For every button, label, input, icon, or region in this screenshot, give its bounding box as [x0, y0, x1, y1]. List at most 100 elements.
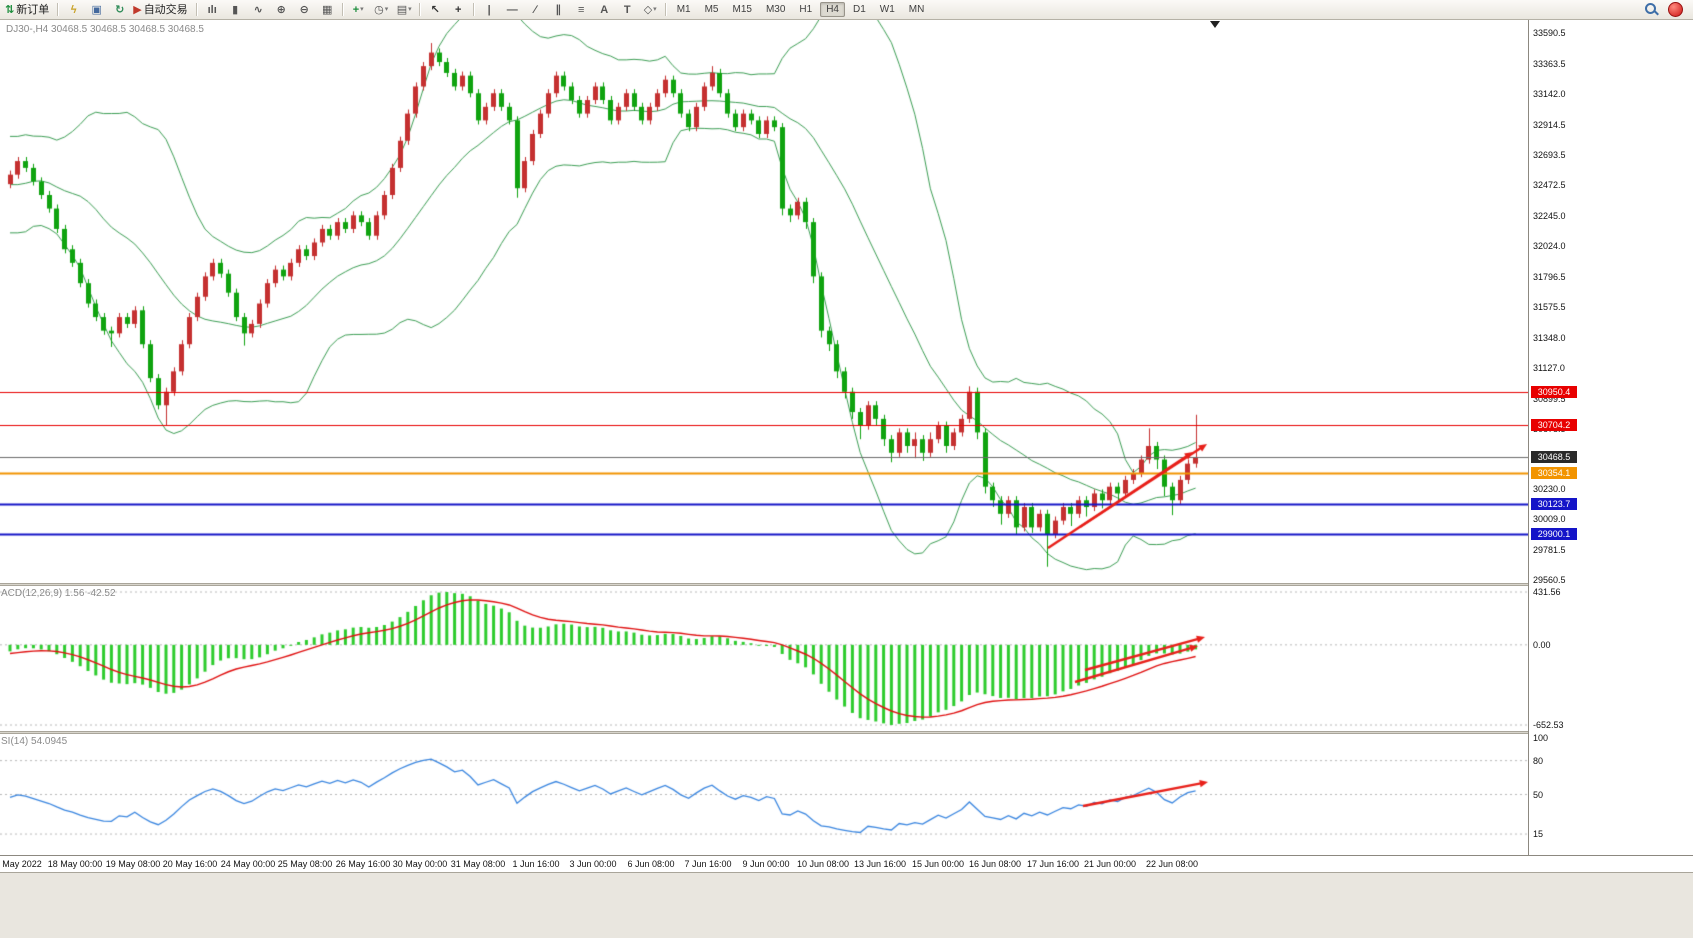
date-tick: 21 Jun 00:00 — [1083, 859, 1137, 869]
timeframe-d1[interactable]: D1 — [853, 4, 866, 15]
trendline-icon[interactable]: ∕ — [524, 2, 547, 18]
macd-tick: 0.00 — [1533, 639, 1551, 650]
rsi-panel: SI(14) 54.0945 — [0, 734, 1528, 855]
charts-group-icon[interactable]: ϟ — [62, 2, 85, 18]
fibonacci-icon[interactable]: ≡ — [570, 2, 593, 18]
main-chart-panel: DJ30-,H4 30468.5 30468.5 30468.5 30468.5 — [0, 20, 1528, 583]
macd-indicator-label: ACD(12,26,9) 1.56 -42.52 — [1, 588, 116, 599]
date-tick: May 2022 — [2, 859, 42, 869]
timeframe-m5[interactable]: M5 — [704, 4, 719, 15]
rsi-tick: 15 — [1533, 829, 1544, 840]
price-tick: 29781.5 — [1533, 545, 1566, 556]
chart-shift-marker[interactable] — [1210, 21, 1220, 28]
templates-icon[interactable]: ▤ ▾ — [393, 2, 416, 18]
price-tick: 32024.0 — [1533, 241, 1566, 251]
price-tick: 33590.5 — [1533, 28, 1566, 39]
date-tick: 10 Jun 08:00 — [796, 859, 850, 869]
chart-window: DJ30-,H4 30468.5 30468.5 30468.5 30468.5… — [0, 20, 1693, 872]
autotrading-button-label: 自动交易 — [143, 3, 188, 16]
price-tick: 32245.0 — [1533, 211, 1566, 222]
price-axis[interactable]: 33590.5 33363.5 33142.0 32914.5 32693.5 32472… — [1528, 20, 1693, 855]
main-chart-canvas[interactable] — [0, 20, 1528, 583]
tile-windows-icon[interactable]: ▦ — [316, 2, 339, 18]
crosshair-icon: + — [454, 3, 462, 16]
timeframe-h4[interactable]: H4 — [820, 2, 845, 17]
panel-splitter-2[interactable] — [0, 731, 1693, 734]
candlestick-chart-icon[interactable]: ▮ — [224, 2, 247, 18]
dropdown-caret-icon: ▾ — [360, 5, 364, 13]
line-chart-icon[interactable]: ∿ — [247, 2, 270, 18]
time-axis[interactable]: May 2022 18 May 00:00 19 May 08:00 20 May 1… — [0, 855, 1693, 872]
timeframe-m1[interactable]: M1 — [676, 4, 691, 15]
periods-icon[interactable]: ◷ ▾ — [370, 2, 393, 18]
zoom-in-icon: ⊕ — [276, 3, 286, 16]
price-tick: 29560.5 — [1533, 575, 1566, 586]
crosshair-icon[interactable]: + — [447, 2, 470, 18]
date-tick: 3 Jun 00:00 — [569, 859, 617, 869]
search-icon[interactable] — [1644, 2, 1659, 17]
support-line-30123: 30123.7 — [1531, 497, 1577, 510]
new-chart-icon[interactable]: ▣ — [85, 2, 108, 18]
rsi-tick: 80 — [1533, 755, 1544, 766]
date-tick: 6 Jun 08:00 — [627, 859, 675, 869]
timeframe-m15[interactable]: M15 — [732, 4, 752, 15]
new-order-button-label: 新订单 — [16, 3, 50, 16]
support-line-30354: 30354.1 — [1531, 466, 1577, 479]
panel-splitter-1[interactable] — [0, 583, 1693, 586]
indicators-icon[interactable]: + ▾ — [347, 2, 370, 18]
refresh-icon[interactable]: ↻ — [108, 2, 131, 18]
date-tick: 24 May 00:00 — [220, 859, 276, 869]
text-label-icon[interactable]: T — [616, 2, 639, 18]
current-price-label: 30468.5 — [1531, 451, 1577, 464]
horizontal-line-icon[interactable]: — — [501, 2, 524, 18]
rsi-tick: 50 — [1533, 789, 1544, 800]
dropdown-caret-icon: ▾ — [384, 5, 389, 13]
text-icon[interactable]: A — [593, 2, 616, 18]
vertical-line-icon[interactable]: | — [478, 2, 501, 18]
notification-icon[interactable] — [1668, 2, 1683, 17]
rsi-tick: 100 — [1533, 733, 1549, 743]
chart-title: DJ30-,H4 30468.5 30468.5 30468.5 30468.5 — [6, 24, 204, 35]
charts-group-icon: ϟ — [70, 3, 77, 16]
terminal-panel — [0, 872, 1693, 938]
zoom-out-icon: ⊖ — [299, 3, 309, 16]
rsi-canvas[interactable] — [0, 734, 1528, 855]
dropdown-caret-icon: ▾ — [653, 5, 657, 13]
cursor-icon[interactable]: ↖ — [424, 2, 447, 18]
autotrading-button[interactable]: ▶ 自动交易 — [131, 2, 192, 18]
price-tick: 32914.5 — [1533, 120, 1566, 131]
price-tick: 30230.0 — [1533, 484, 1566, 495]
timeframe-m30[interactable]: M30 — [765, 4, 786, 15]
trendline-icon: ∕ — [534, 3, 537, 16]
bar-chart-icon[interactable]: ılı — [201, 2, 224, 18]
price-tick: 31796.5 — [1533, 271, 1566, 282]
refresh-icon: ↻ — [115, 3, 125, 16]
timeframe-w1[interactable]: W1 — [879, 4, 895, 15]
resistance-line-30950: 30950.4 — [1531, 385, 1577, 398]
macd-panel: ACD(12,26,9) 1.56 -42.52 — [0, 586, 1528, 731]
arrows-icon[interactable]: ◇ ▾ — [639, 2, 662, 18]
zoom-in-icon[interactable]: ⊕ — [270, 2, 293, 18]
cursor-icon: ↖ — [430, 3, 440, 16]
date-tick: 1 Jun 16:00 — [512, 859, 560, 869]
new-order-button[interactable]: ⇅ 新订单 — [3, 2, 54, 18]
fibonacci-icon: ≡ — [577, 3, 585, 16]
channel-icon[interactable]: ∥ — [547, 2, 570, 18]
candlestick-chart-icon: ▮ — [232, 3, 239, 16]
date-tick: 31 May 08:00 — [450, 859, 506, 869]
macd-canvas[interactable] — [0, 586, 1528, 731]
rsi-indicator-label: SI(14) 54.0945 — [1, 736, 68, 747]
templates-icon: ▤ — [396, 3, 408, 16]
price-tick: 30899.5 — [1533, 393, 1566, 404]
periods-icon: ◷ — [374, 3, 384, 16]
text-icon: A — [600, 3, 609, 16]
date-tick: 22 Jun 08:00 — [1145, 859, 1199, 869]
toolbar-separator — [664, 3, 667, 16]
timeframe-mn[interactable]: MN — [908, 4, 925, 15]
date-tick: 13 Jun 16:00 — [853, 859, 907, 869]
timeframe-h1[interactable]: H1 — [799, 4, 813, 15]
new-chart-icon: ▣ — [91, 3, 102, 16]
price-tick: 31127.0 — [1533, 362, 1565, 373]
zoom-out-icon[interactable]: ⊖ — [293, 2, 316, 18]
